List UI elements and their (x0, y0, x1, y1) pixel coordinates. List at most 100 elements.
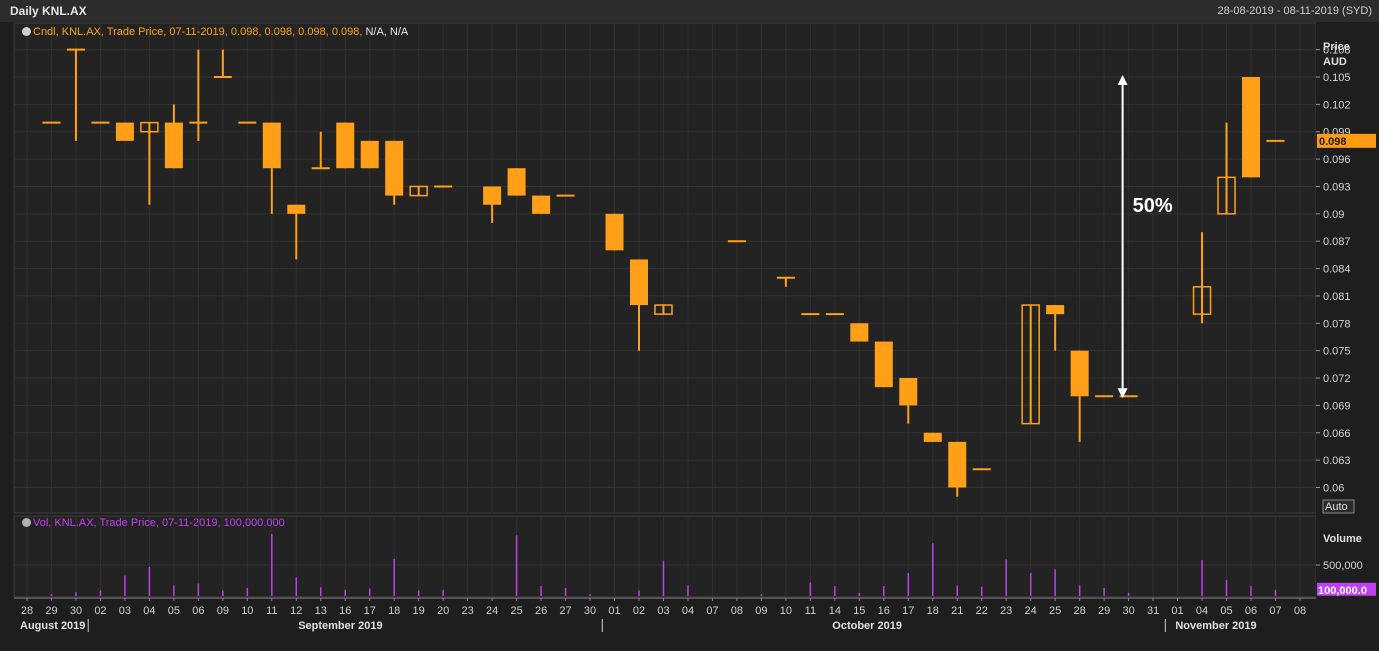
price-tick-label: 0.084 (1323, 264, 1351, 276)
price-tick-label: 0.09 (1323, 209, 1344, 221)
candle (336, 122, 355, 169)
time-tick-label: 20 (437, 605, 449, 617)
time-tick-label: 10 (780, 605, 792, 617)
candle (923, 432, 942, 442)
candle-body-down (164, 122, 183, 169)
candle (262, 122, 281, 214)
candle (164, 104, 183, 169)
time-tick-label: 30 (1122, 605, 1134, 617)
time-tick-label: 09 (217, 605, 229, 617)
price-tick-label: 0.102 (1323, 99, 1351, 111)
time-tick-label: 30 (70, 605, 82, 617)
time-tick-label: 14 (829, 605, 841, 617)
candle-icon[interactable] (22, 27, 31, 36)
auto-scale-button (1322, 499, 1355, 514)
price-tick-label: 0.087 (1323, 236, 1351, 248)
price-tick-label: 0.105 (1323, 72, 1351, 84)
title-bar: Daily KNL.AX 28-08-2019 - 08-11-2019 (SY… (0, 0, 1379, 22)
candle-body-up (409, 185, 428, 197)
candle (630, 259, 648, 351)
price-legend-text: Cndl, KNL.AX, Trade Price, 07-11-2019, 0… (33, 26, 363, 38)
price-panel (13, 22, 1317, 514)
price-tick-label: 0.108 (1323, 45, 1351, 57)
time-axis-area (14, 597, 1379, 621)
time-tick-label: 08 (1294, 605, 1306, 617)
candle (1021, 304, 1040, 425)
price-axis-unit: AUD (1323, 56, 1347, 68)
candle-body-up (1217, 176, 1236, 215)
candle (140, 121, 159, 205)
month-label: September 2019 (298, 620, 382, 632)
time-tick-label: 25 (1049, 605, 1061, 617)
time-tick-label: 19 (413, 605, 425, 617)
candle-body-down (262, 122, 281, 169)
candle (360, 140, 379, 169)
candle-body-down (483, 186, 502, 205)
time-tick-label: 04 (143, 605, 155, 617)
auto-scale-label: Auto (1325, 501, 1348, 513)
time-tick-label: 01 (608, 605, 620, 617)
time-tick-label: 23 (1000, 605, 1012, 617)
time-tick-label: 08 (731, 605, 743, 617)
time-tick-label: 07 (706, 605, 718, 617)
chart-title: Daily KNL.AX (10, 4, 87, 18)
candle (532, 195, 551, 214)
price-tick-label: 0.06 (1323, 483, 1344, 495)
volume-legend: Vol, KNL.AX, Trade Price, 07-11-2019, 10… (22, 517, 285, 529)
time-tick-label: 28 (21, 605, 33, 617)
candle-body-down (1046, 305, 1065, 315)
price-axis-title: Price (1323, 41, 1350, 53)
candle (1192, 232, 1212, 324)
candle-body-down (385, 140, 404, 196)
candle (899, 378, 918, 424)
price-tick-label: 0.078 (1323, 318, 1351, 330)
price-tick-label: 0.081 (1323, 291, 1351, 303)
candle (850, 323, 869, 342)
time-tick-label: 06 (1245, 605, 1257, 617)
candle (483, 186, 502, 223)
time-tick-label: 02 (633, 605, 645, 617)
candle (776, 276, 795, 287)
candle-body-up (1021, 304, 1040, 425)
candle-body-down (336, 122, 355, 169)
time-tick-label: 28 (1074, 605, 1086, 617)
candle-body-up (1192, 286, 1212, 315)
time-tick-label: 09 (755, 605, 767, 617)
time-tick-label: 21 (951, 605, 963, 617)
candle (605, 213, 624, 251)
candle-body-down (360, 140, 379, 169)
time-tick-label: 10 (241, 605, 253, 617)
volume-tick-label: 500,000 (1323, 560, 1363, 572)
price-tick-label: 0.093 (1323, 181, 1351, 193)
date-range: 28-08-2019 - 08-11-2019 (SYD) (1217, 5, 1373, 17)
time-tick-label: 26 (535, 605, 547, 617)
candle (115, 122, 134, 141)
time-tick-label: 29 (45, 605, 57, 617)
candle (66, 48, 85, 141)
candle (385, 140, 404, 205)
time-tick-label: 16 (339, 605, 351, 617)
last-volume-label: 100,000.0 (1318, 585, 1367, 597)
candle-body-down (948, 441, 967, 488)
time-tick-label: 16 (878, 605, 890, 617)
candle-body-down (850, 323, 869, 342)
time-tick-label: 18 (927, 605, 939, 617)
time-tick-label: 11 (805, 605, 816, 617)
candle (1046, 305, 1065, 351)
time-tick-label: 24 (1025, 605, 1037, 617)
time-tick-label: 07 (1269, 605, 1281, 617)
candle-body-down (923, 432, 942, 442)
candle-body-up (140, 121, 159, 133)
volume-axis-title: Volume (1323, 533, 1362, 545)
candle (948, 441, 967, 497)
price-tick-label: 0.063 (1323, 455, 1351, 467)
candle-body-down (1070, 350, 1089, 397)
volume-icon[interactable] (22, 518, 31, 527)
annotation-arrow-head-up (1117, 75, 1128, 85)
time-tick-label: 12 (290, 605, 302, 617)
price-tick-label: 0.072 (1323, 373, 1351, 385)
candle (1217, 122, 1236, 215)
candle (1242, 77, 1260, 178)
month-label: August 2019 (20, 620, 85, 632)
